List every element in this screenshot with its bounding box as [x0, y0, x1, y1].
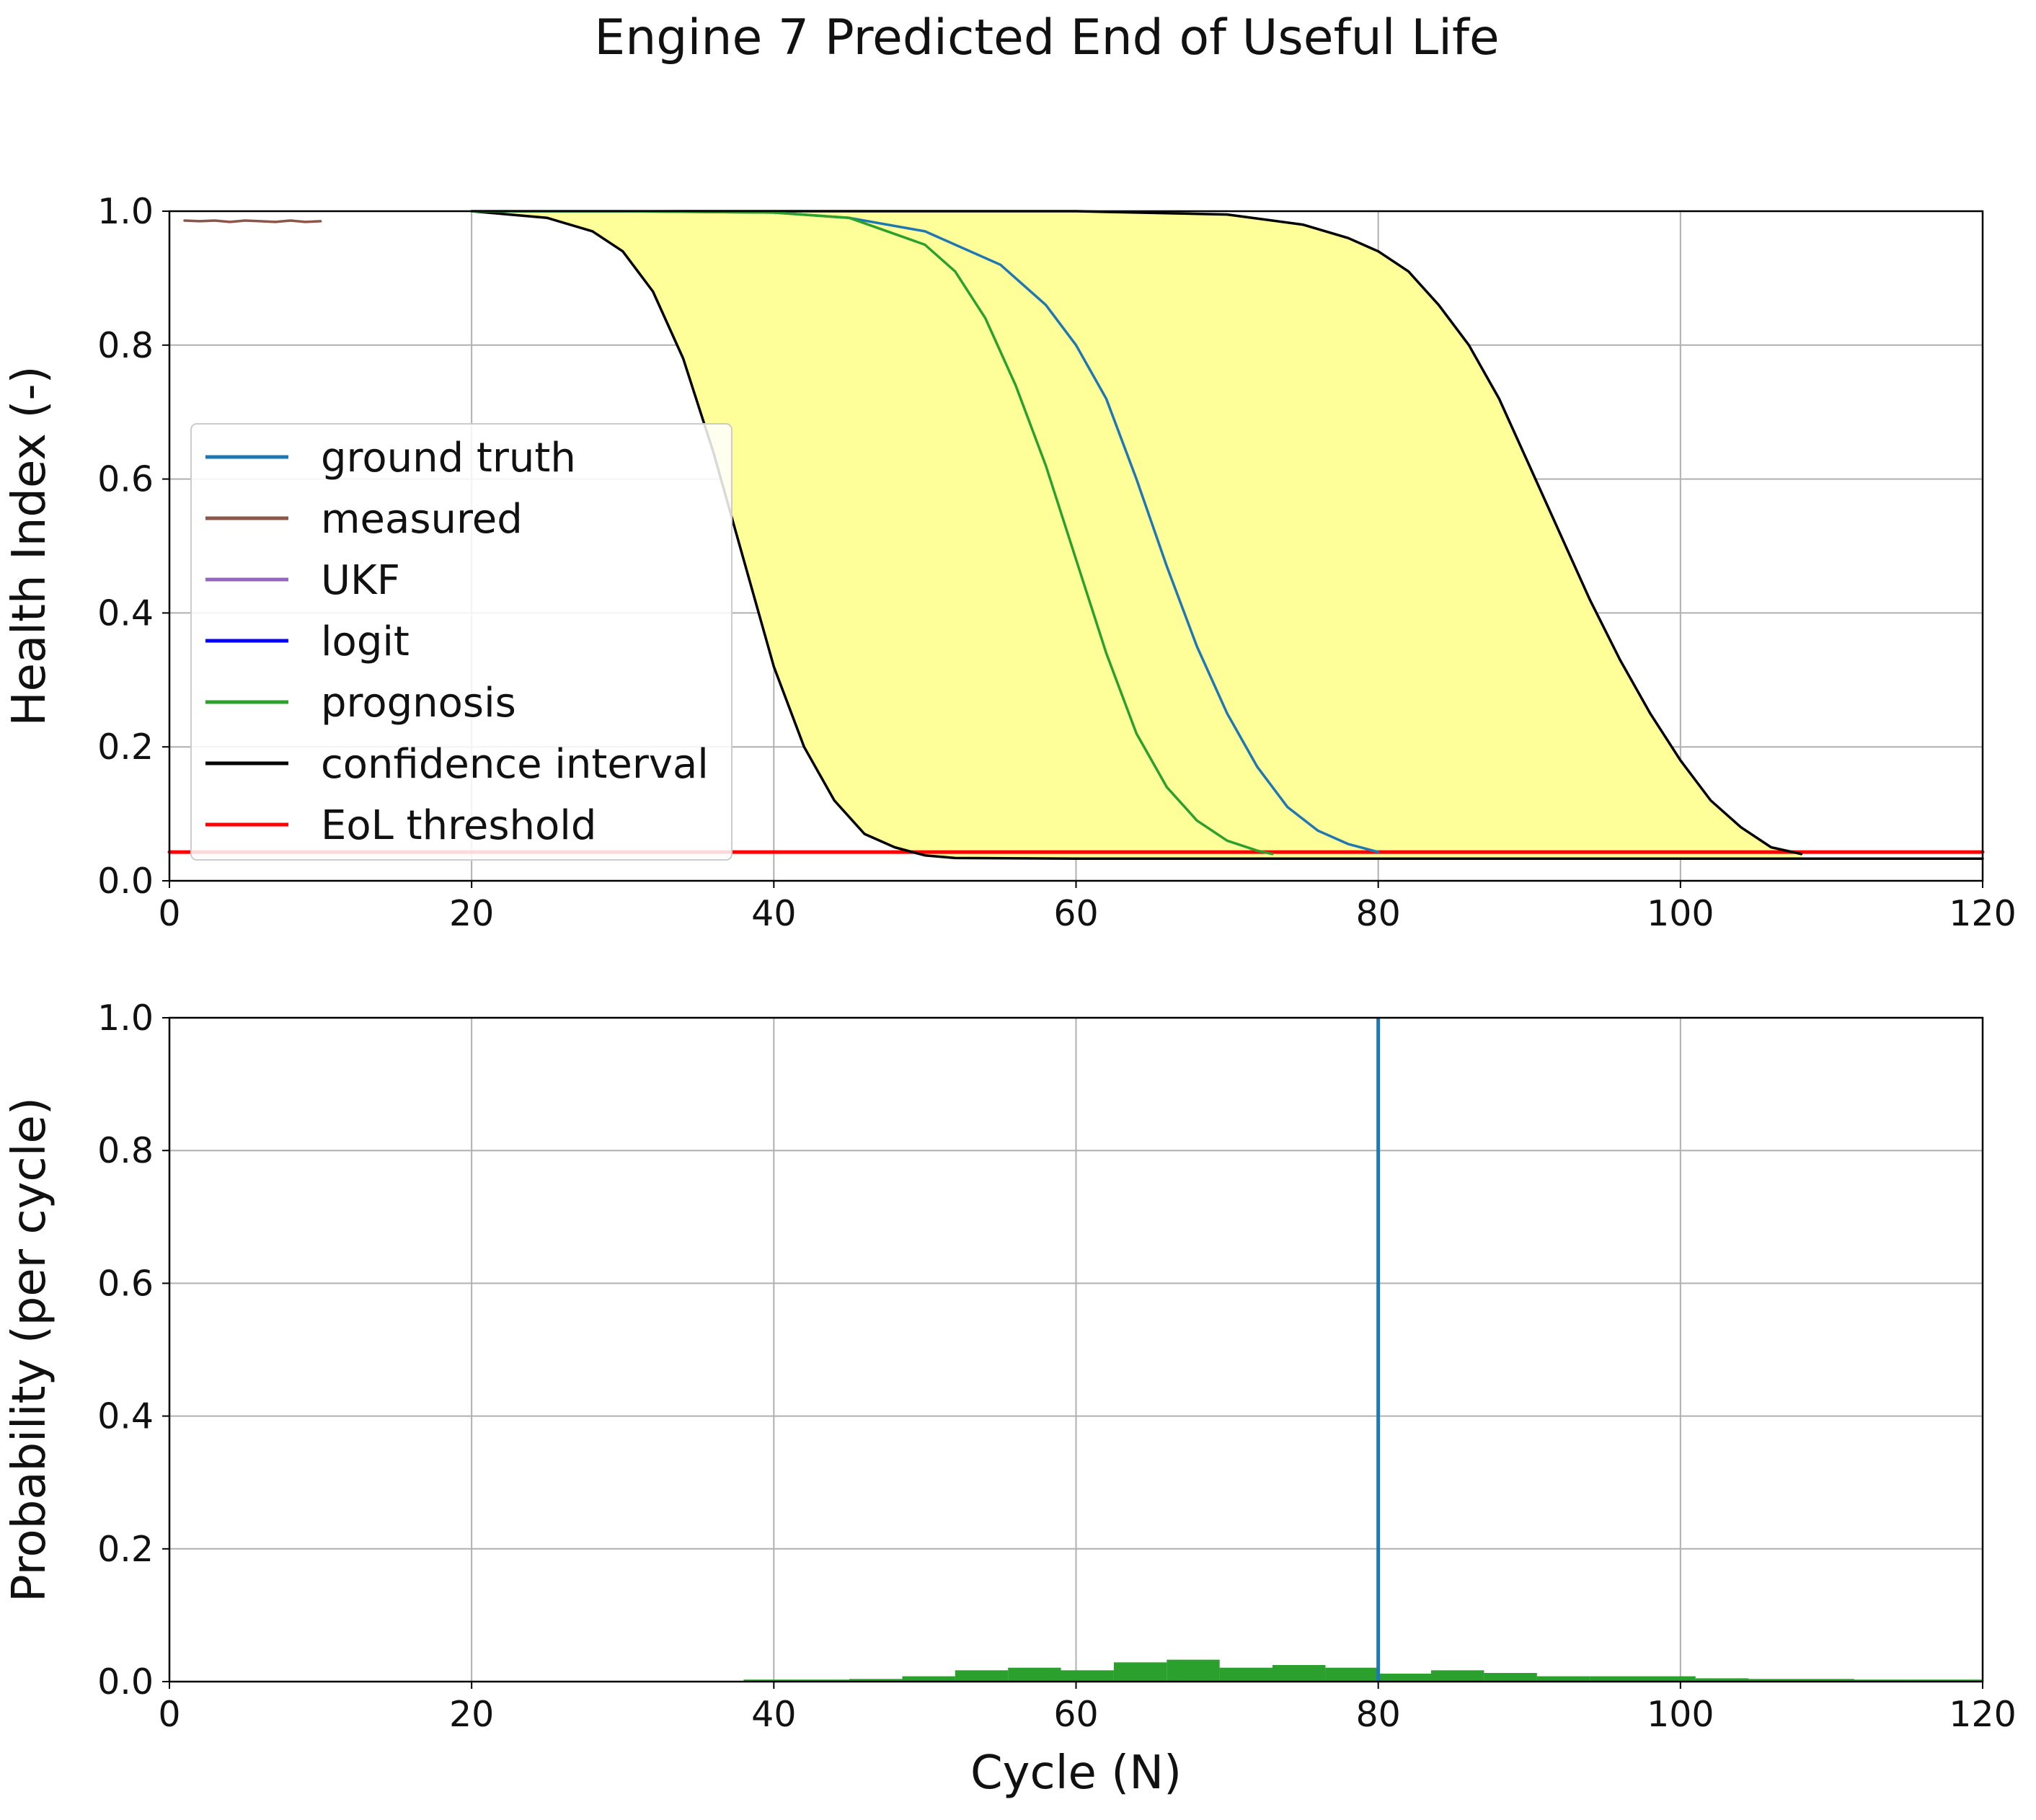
legend-box — [190, 423, 732, 861]
y-tick-label: 1.0 — [97, 191, 154, 232]
legend-label: UKF — [321, 557, 400, 604]
histogram-bar — [902, 1676, 955, 1682]
x-tick-label: 60 — [1053, 1694, 1098, 1735]
histogram-bar — [955, 1670, 1009, 1682]
histogram-bar — [849, 1679, 903, 1682]
histogram-bar — [1590, 1676, 1643, 1682]
histogram-bar — [1642, 1676, 1696, 1682]
x-tick-label: 120 — [1949, 1694, 2017, 1735]
y-tick-label: 0.6 — [97, 459, 154, 500]
x-tick-label: 100 — [1647, 893, 1714, 934]
confidence-fill-region — [472, 211, 1802, 859]
series-line-prognosis — [470, 210, 1274, 856]
histogram-bar — [1695, 1678, 1749, 1682]
x-tick-label: 100 — [1647, 1694, 1714, 1735]
legend-label: logit — [321, 618, 410, 665]
y-tick-label: 0.4 — [97, 1396, 154, 1437]
histogram-bar — [1854, 1679, 1908, 1682]
x-tick-label: 20 — [449, 893, 494, 934]
x-tick-label: 0 — [158, 893, 180, 934]
legend: ground truth measured UKF logit prognosis con… — [190, 423, 732, 861]
health-index-panel: 0 20 40 60 80 100 120 0.0 0.2 0.4 0.6 0.8 1.0 Health … — [3, 191, 2017, 934]
histogram-bar — [1907, 1679, 1983, 1682]
y-tick-label: 0.8 — [97, 1130, 154, 1171]
histogram-bar — [1325, 1667, 1378, 1682]
probability-panel: 0 20 40 60 80 100 120 0.0 0.2 0.4 0.6 0.8 1.0 Probabi… — [3, 998, 2017, 1800]
y-tick-label: 0.8 — [97, 325, 154, 366]
histogram-bar — [1061, 1670, 1114, 1682]
x-tick-label: 20 — [449, 1694, 494, 1735]
x-axis-label: Cycle (N) — [970, 1746, 1182, 1800]
histogram-bar — [1536, 1676, 1590, 1682]
legend-label: EoL threshold — [321, 802, 596, 849]
x-tick-label: 120 — [1949, 893, 2017, 934]
figure-title: Engine 7 Predicted End of Useful Life — [594, 9, 1500, 66]
histogram-bar — [1219, 1667, 1272, 1682]
histogram-bar — [1378, 1673, 1432, 1682]
histogram-bar — [1008, 1667, 1061, 1682]
y-tick-label: 0.2 — [97, 727, 154, 768]
legend-label: measured — [321, 496, 523, 543]
legend-label: prognosis — [321, 680, 516, 727]
histogram-bar — [1748, 1679, 1802, 1682]
x-tick-label: 40 — [751, 893, 796, 934]
x-tick-label: 40 — [751, 1694, 796, 1735]
axes-frame — [168, 210, 1984, 882]
histogram-bar — [1272, 1665, 1326, 1682]
histogram-bar — [1167, 1659, 1220, 1682]
x-tick-label: 80 — [1355, 893, 1400, 934]
histogram-bar — [1431, 1670, 1484, 1682]
histogram-bar — [743, 1679, 797, 1682]
legend-label: ground truth — [321, 435, 576, 481]
histogram-bar — [796, 1679, 850, 1682]
y-axis-label: Health Index (-) — [3, 365, 56, 726]
series-line-confidence-interval-lower — [470, 210, 1984, 861]
series-line-measured — [183, 219, 322, 223]
y-tick-label: 0.0 — [97, 861, 154, 902]
histogram-bar — [1484, 1673, 1537, 1682]
series-line-confidence-interval-upper — [470, 210, 1803, 856]
x-tick-label: 60 — [1053, 893, 1098, 934]
histogram-bar — [1801, 1679, 1854, 1682]
axes-frame — [168, 1016, 1984, 1683]
y-tick-label: 0.4 — [97, 592, 154, 634]
legend-label: confidence interval — [321, 741, 709, 788]
x-tick-label: 80 — [1355, 1694, 1400, 1735]
y-tick-label: 1.0 — [97, 998, 154, 1039]
y-tick-label: 0.6 — [97, 1263, 154, 1304]
x-tick-label: 0 — [158, 1694, 180, 1735]
y-axis-label: Probability (per cycle) — [3, 1097, 56, 1602]
y-tick-label: 0.0 — [97, 1661, 154, 1703]
y-tick-label: 0.2 — [97, 1529, 154, 1570]
histogram-bar — [1113, 1662, 1167, 1682]
